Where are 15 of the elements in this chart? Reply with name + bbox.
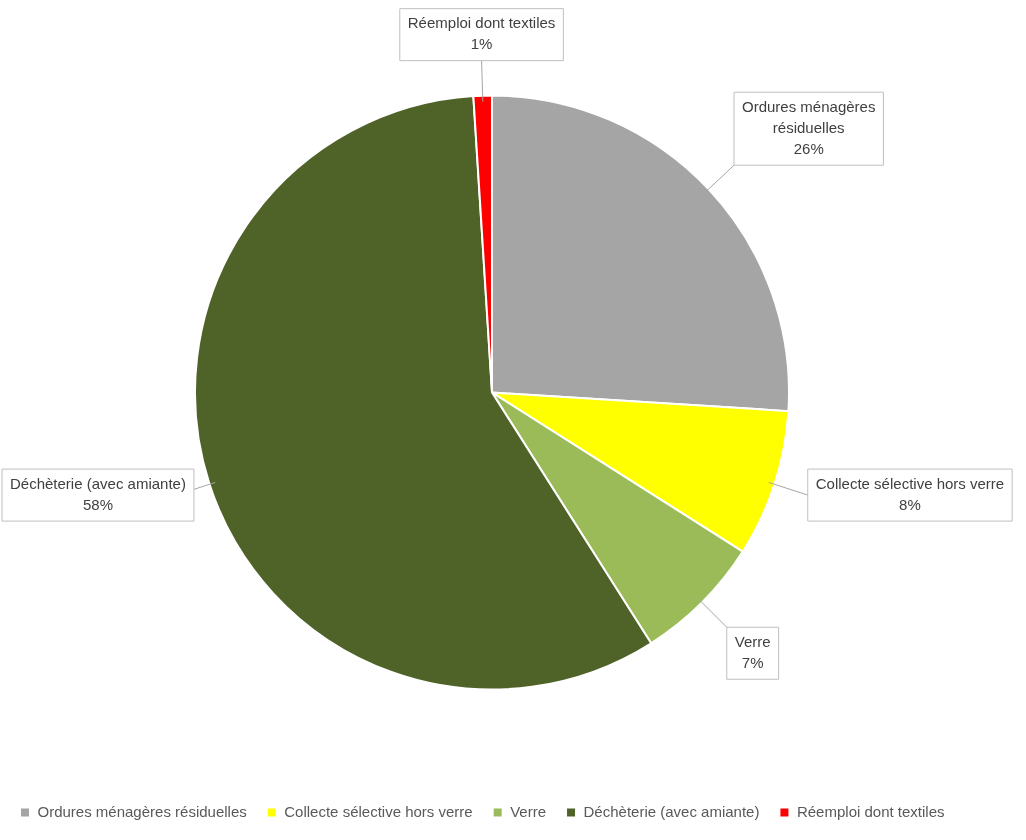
data-label: 26% <box>793 139 824 157</box>
data-label: 1% <box>470 35 493 53</box>
slice-label: Réemploi dont textiles <box>407 14 556 32</box>
legend-label: Réemploi dont textiles <box>796 802 945 820</box>
slice-label: Déchèterie (avec amiante) <box>10 474 186 492</box>
legend-label: Collecte sélective hors verre <box>284 802 473 820</box>
legend-label: Verre <box>510 802 547 820</box>
data-label: 8% <box>899 495 921 513</box>
legend-label: Déchèterie (avec amiante) <box>583 802 760 820</box>
slice-label: Verre <box>734 632 771 650</box>
slice-label: Collecte sélective hors verre <box>815 474 1005 492</box>
data-label: 58% <box>82 495 113 513</box>
slice-label: Ordures ménagères résiduelles <box>742 97 876 136</box>
data-label: 7% <box>741 653 764 671</box>
legend-label: Ordures ménagères résiduelles <box>37 802 247 820</box>
